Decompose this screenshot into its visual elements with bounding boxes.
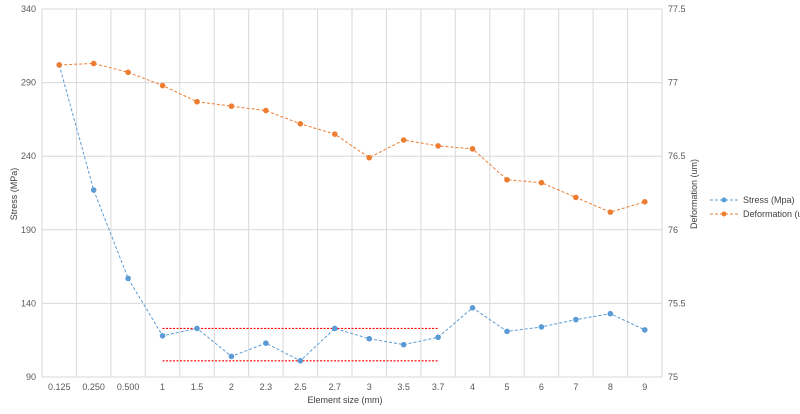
x-tick-label: 3 <box>367 382 372 392</box>
legend-marker-stress <box>721 197 727 203</box>
y-right-tick-label: 76.5 <box>668 151 686 161</box>
y-right-tick-labels: 75 75.5 76 76.5 77 77.5 <box>668 4 686 382</box>
data-point-stress <box>263 340 269 346</box>
series-line-stress <box>58 64 645 362</box>
legend-label-stress: Stress (Mpa) <box>743 195 795 205</box>
y-left-tick-labels: 90 140 190 240 290 340 <box>21 4 36 382</box>
x-tick-label: 2.3 <box>260 382 273 392</box>
data-point-stress <box>538 324 545 330</box>
data-point-deformation <box>435 143 441 149</box>
y-left-axis-title: Stress (MPa) <box>9 168 19 221</box>
x-tick-label: 8 <box>608 382 613 392</box>
legend-label-deformation: Deformation (um) <box>743 209 800 219</box>
x-tick-label: 6 <box>539 382 544 392</box>
data-point-deformation <box>194 98 200 105</box>
data-point-stress <box>469 305 476 311</box>
x-tick-label: 2.7 <box>329 382 342 392</box>
x-tick-label: 3.5 <box>397 382 410 392</box>
data-point-stress <box>607 310 614 317</box>
data-point-deformation <box>297 121 304 127</box>
y-left-tick-label: 140 <box>21 298 36 308</box>
data-point-stress <box>573 316 579 323</box>
data-point-deformation <box>573 194 579 201</box>
data-point-stress <box>159 332 166 339</box>
legend-item-deformation: Deformation (um) <box>710 209 800 219</box>
x-tick-label: 0.250 <box>82 382 105 392</box>
data-point-stress <box>400 341 407 348</box>
data-point-stress <box>228 353 235 360</box>
data-point-stress <box>366 335 373 342</box>
x-tick-label: 9 <box>642 382 647 392</box>
data-point-deformation <box>538 179 545 186</box>
data-point-stress <box>90 187 97 193</box>
data-point-deformation <box>125 69 131 76</box>
series-layer <box>56 60 648 364</box>
series-line-deformation <box>59 62 645 213</box>
y-right-axis-title: Deformation (um) <box>689 159 699 229</box>
data-point-stress <box>435 334 441 341</box>
data-point-deformation <box>90 60 97 67</box>
reference-lines <box>162 327 439 362</box>
y-right-tick-label: 77.5 <box>668 4 686 14</box>
data-point-stress <box>125 275 131 282</box>
data-point-stress <box>641 327 648 333</box>
x-tick-label: 2.5 <box>294 382 307 392</box>
x-tick-label: 1.5 <box>191 382 204 392</box>
x-tick-label: 2 <box>229 382 234 392</box>
x-tick-label: 4 <box>470 382 475 392</box>
data-point-deformation <box>400 137 407 143</box>
x-axis-title: Element size (mm) <box>307 395 382 405</box>
y-left-tick-label: 190 <box>21 225 36 235</box>
data-point-deformation <box>607 209 614 215</box>
data-point-deformation <box>228 103 235 109</box>
y-right-tick-label: 75 <box>668 372 678 382</box>
data-point-stress <box>297 358 304 364</box>
x-tick-labels: 0.125 0.250 0.500 1 1.5 2 2.3 2.5 2.7 3 3.5 3.7 4 5 6 7… <box>48 382 647 392</box>
legend-item-stress: Stress (Mpa) <box>710 195 795 205</box>
x-tick-label: 5 <box>504 382 509 392</box>
data-point-deformation <box>469 146 476 152</box>
data-point-deformation <box>331 131 338 137</box>
data-point-deformation <box>159 82 166 89</box>
x-tick-label: 0.125 <box>48 382 71 392</box>
y-left-tick-label: 90 <box>26 372 36 382</box>
y-left-tick-label: 340 <box>21 4 36 14</box>
data-point-deformation <box>56 62 63 68</box>
y-right-tick-label: 75.5 <box>668 298 686 308</box>
x-tick-label: 0.500 <box>117 382 140 392</box>
y-left-tick-label: 240 <box>21 151 36 161</box>
y-right-tick-label: 77 <box>668 78 678 88</box>
series-deformation <box>56 60 648 215</box>
data-point-deformation <box>504 176 510 183</box>
legend-marker-deformation <box>721 211 727 217</box>
data-point-stress <box>331 325 338 332</box>
data-point-deformation <box>263 107 269 114</box>
x-tick-label: 7 <box>573 382 578 392</box>
grid-lines <box>41 8 663 378</box>
y-right-tick-label: 76 <box>668 225 678 235</box>
data-point-deformation <box>641 199 648 205</box>
y-left-tick-label: 290 <box>21 78 36 88</box>
x-tick-label: 3.7 <box>432 382 445 392</box>
data-point-deformation <box>366 154 373 161</box>
data-point-stress <box>194 325 200 332</box>
data-point-stress <box>504 328 510 335</box>
x-tick-label: 1 <box>160 382 165 392</box>
legend: Stress (Mpa) Deformation (um) <box>710 195 800 219</box>
